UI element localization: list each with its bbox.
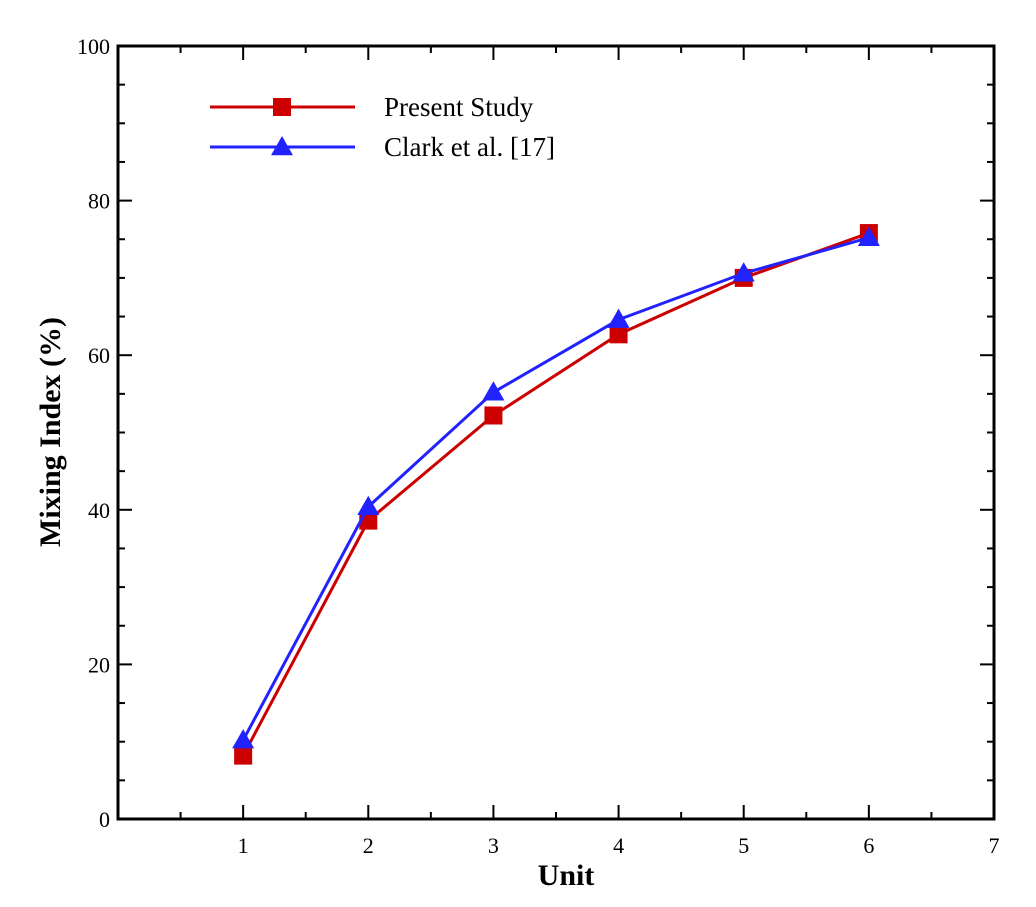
- y-tick-label: 60: [88, 343, 110, 368]
- y-tick-label: 0: [99, 807, 110, 832]
- plot-frame: [116, 44, 996, 821]
- x-tick-label: 1: [238, 833, 249, 858]
- x-tick-label: 4: [613, 833, 624, 858]
- legend-label: Present Study: [384, 92, 534, 122]
- y-tick-label: 100: [77, 34, 110, 59]
- data-point-triangle: [232, 729, 255, 749]
- data-point-square: [234, 746, 253, 765]
- legend-marker: [273, 98, 291, 116]
- x-tick-label: 2: [363, 833, 374, 858]
- legend-label: Clark et al. [17]: [384, 132, 555, 162]
- series-clark-et-al: [232, 226, 880, 749]
- data-point-triangle: [482, 381, 505, 401]
- y-tick-label: 80: [88, 189, 110, 214]
- y-tick-label: 20: [88, 652, 110, 677]
- series-present-study: [234, 224, 878, 765]
- x-tick-label: 3: [488, 833, 499, 858]
- x-tick-label: 5: [738, 833, 749, 858]
- series-layer: [232, 224, 880, 765]
- data-point-square: [484, 406, 503, 425]
- y-tick-label: 40: [88, 498, 110, 523]
- data-point-triangle: [732, 262, 755, 282]
- series-line: [241, 236, 870, 741]
- legend-item: Present Study: [210, 92, 534, 122]
- x-tick-label: 6: [863, 833, 874, 858]
- legend-marker: [271, 136, 293, 156]
- x-tick-labels: 1 2 3 4 5 6 7: [238, 833, 1000, 858]
- data-point-square: [609, 325, 628, 344]
- y-axis-title: Mixing Index (%): [34, 317, 67, 547]
- axis-ticks: [118, 45, 995, 820]
- data-point-triangle: [857, 226, 880, 246]
- y-tick-labels: 0 20 40 60 80 100: [77, 34, 110, 832]
- data-point-triangle: [357, 495, 380, 515]
- x-tick-label: 7: [989, 833, 1000, 858]
- x-axis-title: Unit: [538, 859, 595, 892]
- legend: Present Study Clark et al. [17]: [210, 92, 555, 162]
- series-line: [241, 231, 870, 757]
- legend-item: Clark et al. [17]: [210, 132, 555, 162]
- data-point-triangle: [607, 308, 630, 328]
